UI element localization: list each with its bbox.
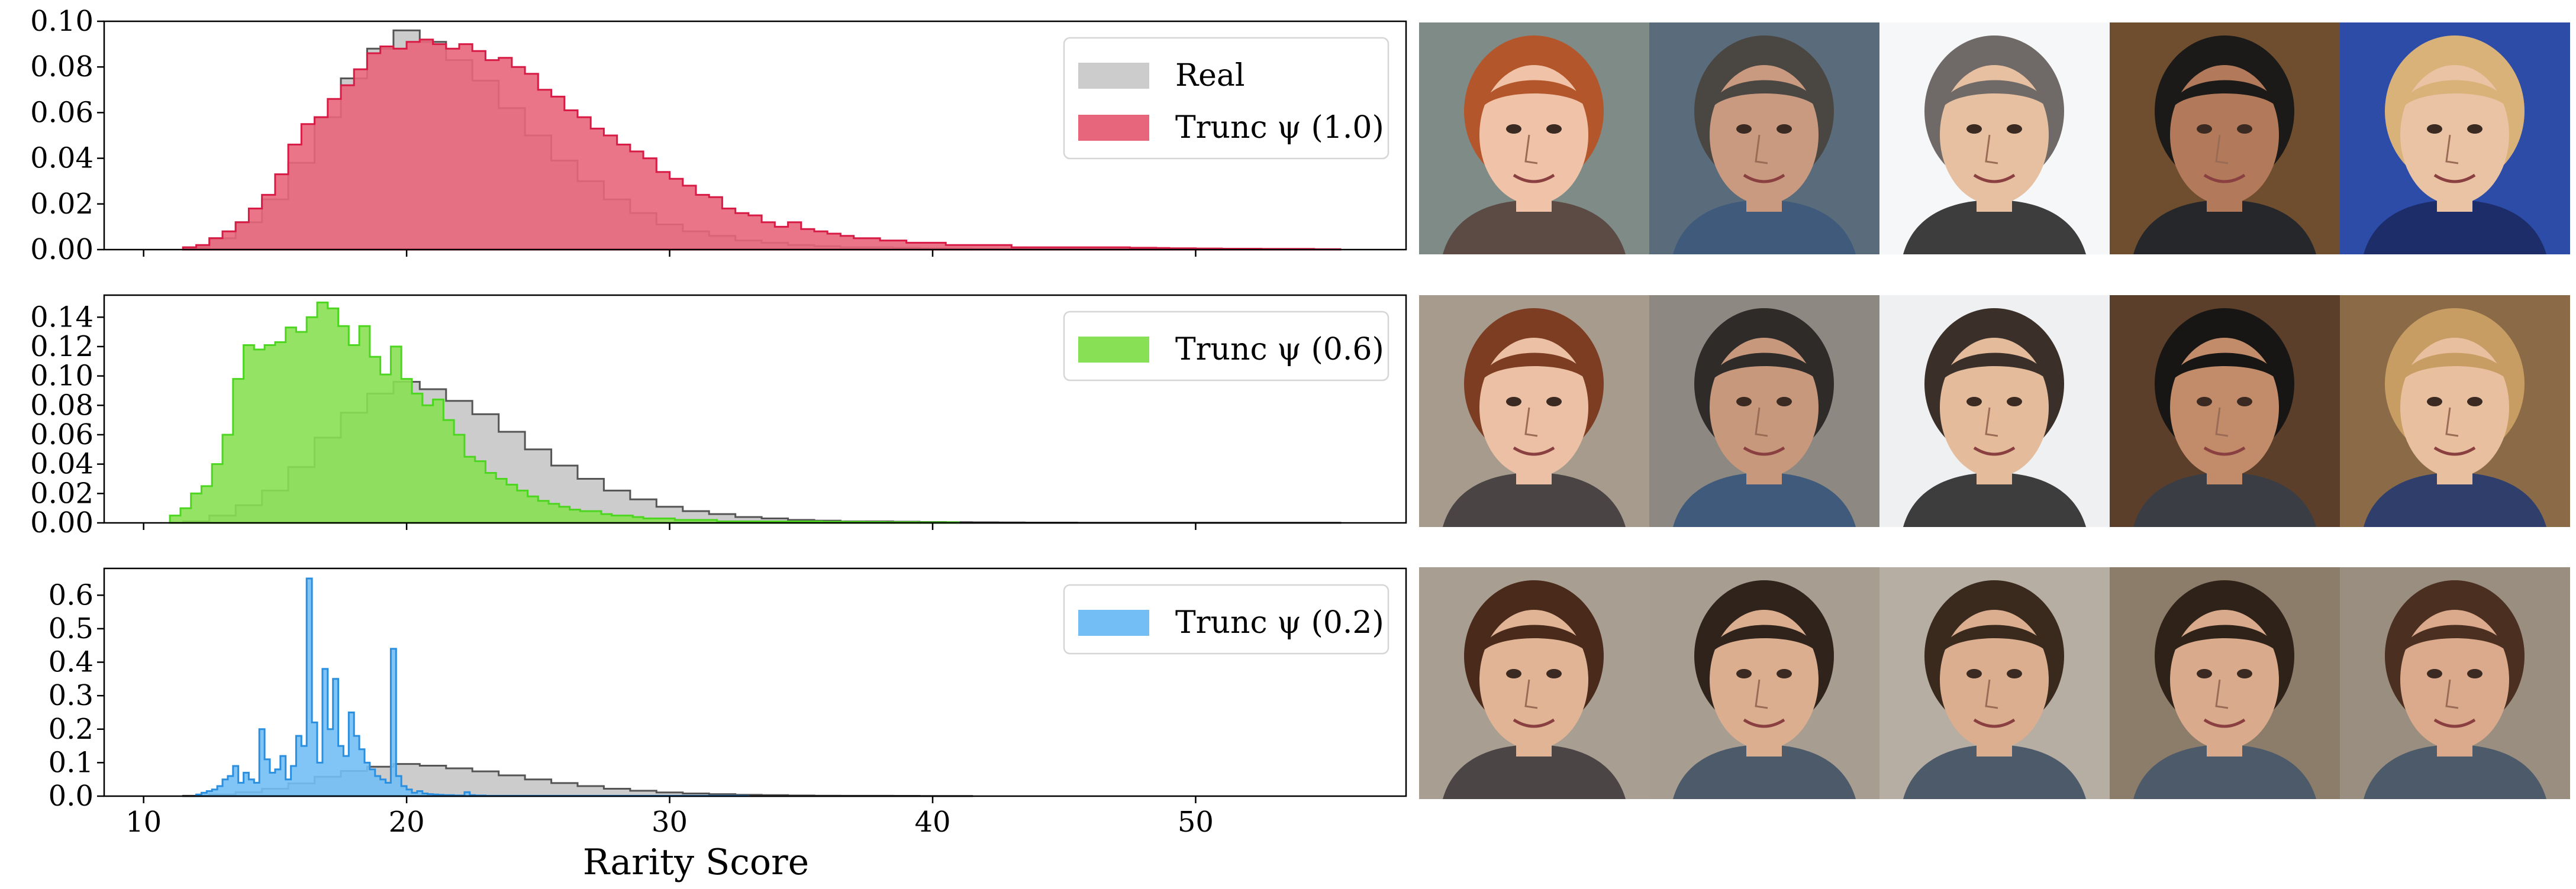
- histogram-fill-trunc: [170, 302, 959, 523]
- legend-swatch: [1078, 63, 1149, 89]
- x-axis-label: Rarity Score: [583, 842, 809, 883]
- x-tick-label: 30: [652, 806, 688, 839]
- y-tick-label: 0.04: [30, 448, 94, 481]
- legend: Real Trunc ψ (1.0): [1063, 37, 1389, 160]
- legend-box: [1063, 311, 1389, 382]
- y-tick-label: 0.04: [30, 142, 94, 175]
- histogram-fill-trunc: [196, 578, 749, 796]
- face-image: [1649, 22, 1879, 254]
- histogram-edge-trunc: [182, 38, 1342, 251]
- legend-label: Trunc ψ (0.6): [1175, 332, 1384, 367]
- y-tick-label: 0.06: [30, 96, 94, 129]
- face-image: [1419, 567, 1649, 799]
- face-image: [1879, 22, 2110, 254]
- histogram-edge-trunc: [169, 301, 960, 524]
- y-tick-label: 0.5: [49, 612, 94, 645]
- face-image: [1649, 295, 1879, 527]
- y-tick-label: 0.10: [30, 5, 94, 38]
- face-image: [2110, 567, 2340, 799]
- y-tick-label: 0.02: [30, 477, 94, 510]
- y-tick-label: 0.4: [49, 646, 94, 679]
- legend: Trunc ψ (0.6): [1063, 311, 1389, 382]
- face-image: [1879, 567, 2110, 799]
- face-image: [1879, 295, 2110, 527]
- y-tick-label: 0.02: [30, 188, 94, 221]
- legend-swatch: [1078, 337, 1149, 363]
- face-image: [2110, 295, 2340, 527]
- face-image: [2340, 567, 2570, 799]
- x-tick-label: 50: [1178, 806, 1214, 839]
- chart-panel-1: 0.00 0.02 0.04 0.06 0.08 0.10 Real Trunc ψ (1.0…: [30, 5, 1407, 266]
- axes-frame: [103, 294, 1407, 524]
- y-tick-label: 0.10: [30, 360, 94, 393]
- y-tick-label: 0.3: [49, 679, 94, 712]
- legend-label: Trunc ψ (1.0): [1175, 110, 1384, 146]
- y-tick-label: 0.06: [30, 418, 94, 451]
- chart-panel-2: 0.000.020.040.060.080.100.120.14 Trunc ψ …: [30, 294, 1407, 539]
- x-tick-label: 10: [125, 806, 162, 839]
- chart-panel-3: 0.00.10.20.30.40.50.6 10 20 30 40 50 Rarity Sc…: [49, 567, 1407, 883]
- legend-swatch: [1078, 115, 1149, 141]
- axes-frame: [103, 567, 1407, 797]
- face-row-1: [1419, 22, 2570, 254]
- y-tick-label: 0.0: [49, 780, 94, 813]
- legend-box: [1063, 584, 1389, 655]
- y-tick-label: 0.00: [30, 506, 94, 539]
- x-tick-label: 20: [389, 806, 425, 839]
- face-image: [1419, 295, 1649, 527]
- legend-label: Trunc ψ (0.2): [1175, 605, 1384, 641]
- face-image: [2340, 295, 2570, 527]
- y-tick-label: 0.6: [49, 578, 94, 612]
- face-row-2: [1419, 295, 2570, 527]
- face-image: [2110, 22, 2340, 254]
- legend-label: Real: [1175, 58, 1245, 93]
- y-tick-label: 0.1: [49, 746, 94, 779]
- y-tick-label: 0.14: [30, 300, 94, 334]
- y-tick-label: 0.08: [30, 389, 94, 422]
- y-tick-label: 0.00: [30, 233, 94, 266]
- face-image: [2340, 22, 2570, 254]
- histogram-edge-trunc: [195, 577, 750, 797]
- y-tick-label: 0.12: [30, 330, 94, 363]
- y-tick-label: 0.2: [49, 713, 94, 746]
- face-image: [1419, 22, 1649, 254]
- histogram-fill-trunc: [183, 39, 1340, 250]
- x-tick-label: 40: [914, 806, 950, 839]
- face-image: [1649, 567, 1879, 799]
- y-tick-label: 0.08: [30, 50, 94, 83]
- face-row-3: [1419, 567, 2570, 799]
- legend-swatch: [1078, 610, 1149, 636]
- axes-frame: [103, 20, 1407, 251]
- legend: Trunc ψ (0.2): [1063, 584, 1389, 655]
